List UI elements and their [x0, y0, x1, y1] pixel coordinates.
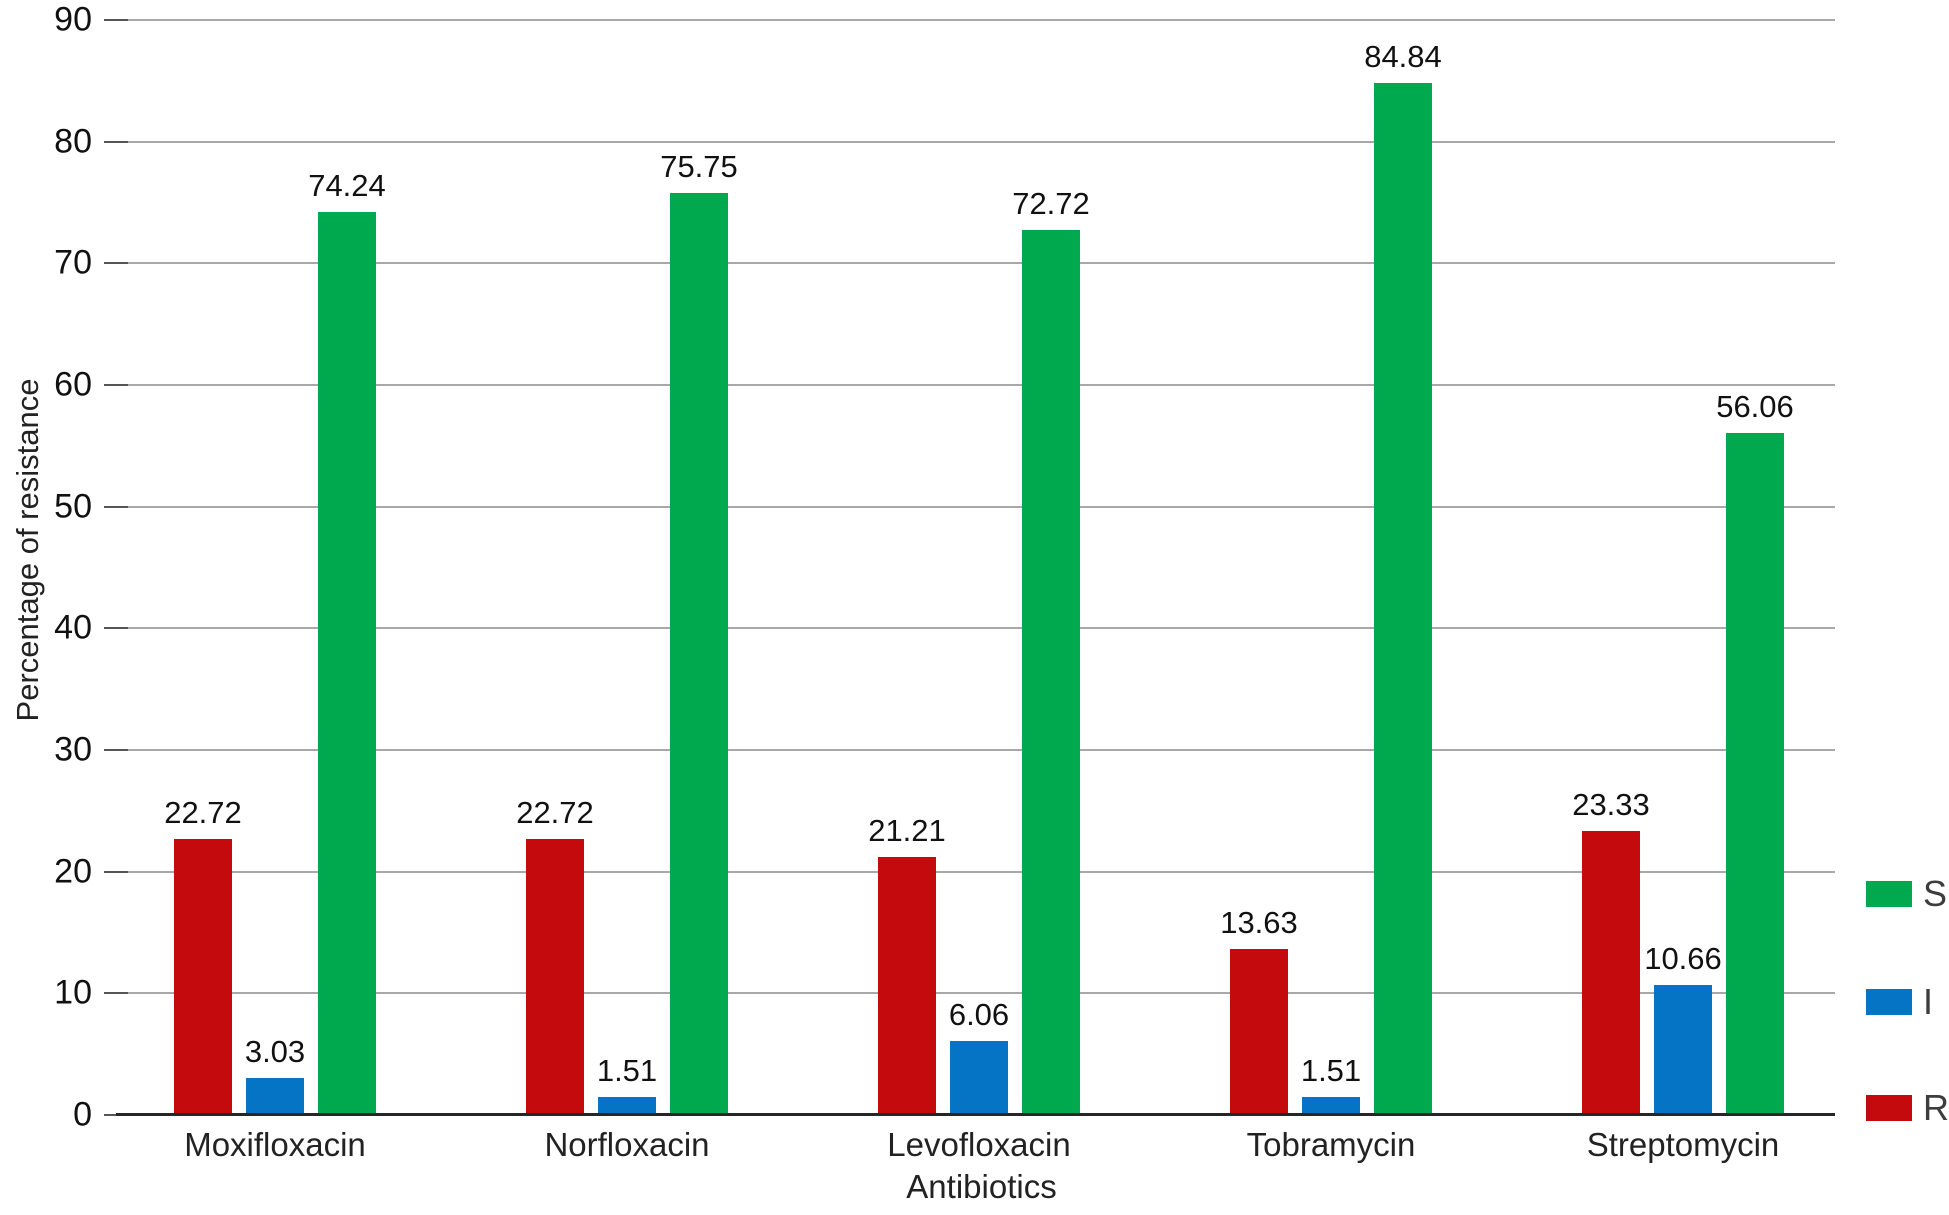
bar-value-label: 10.66: [1644, 941, 1722, 977]
y-axis-tick: [104, 262, 128, 265]
y-tick-label: 40: [54, 608, 92, 647]
y-tick-label: 30: [54, 730, 92, 769]
bar-s-levofloxacin: [1022, 230, 1080, 1115]
bar-value-label: 22.72: [516, 794, 594, 830]
bar-i-tobramycin: [1302, 1096, 1360, 1115]
x-axis-line: [116, 1113, 1835, 1116]
bar-value-label: 3.03: [244, 1034, 306, 1070]
bar-value-label: 6.06: [948, 997, 1010, 1033]
gridline: [128, 870, 1835, 873]
legend-item-i: I: [1866, 984, 1933, 1020]
category-label-norfloxacin: Norfloxacin: [544, 1126, 710, 1163]
plot-area: 0 10 20 30 40 50 60 70 80 90 22.72 3.03 74.24 Moxiflo…: [54, 0, 1835, 1163]
bar-r-streptomycin: [1582, 831, 1640, 1115]
gridline: [128, 384, 1835, 386]
y-axis-tick: [104, 992, 128, 995]
legend-label: I: [1923, 981, 1934, 1022]
y-axis-tick: [104, 627, 128, 630]
bar-i-levofloxacin: [950, 1041, 1008, 1115]
y-axis-tick: [104, 505, 128, 508]
bar-value-label: 74.24: [308, 167, 386, 203]
legend-label: S: [1923, 873, 1948, 914]
bar-r-tobramycin: [1230, 949, 1288, 1115]
x-axis-title: Antibiotics: [906, 1168, 1057, 1205]
legend-swatch-s: [1866, 881, 1912, 907]
bar-s-streptomycin: [1726, 432, 1784, 1115]
category-label-tobramycin: Tobramycin: [1246, 1126, 1416, 1163]
gridline: [128, 505, 1835, 508]
bar-value-label: 22.72: [164, 794, 242, 830]
bar-i-moxifloxacin: [246, 1078, 304, 1115]
legend-swatch-i: [1866, 989, 1912, 1015]
legend-swatch-r: [1866, 1095, 1912, 1121]
legend-label: R: [1923, 1087, 1949, 1128]
gridline: [128, 19, 1835, 21]
bar-value-label: 56.06: [1716, 388, 1794, 424]
bar-value-label: 21.21: [868, 812, 946, 848]
bar-value-label: 23.33: [1572, 787, 1650, 823]
bar-value-label: 13.63: [1220, 905, 1298, 941]
bar-value-label: 1.51: [1300, 1052, 1362, 1088]
legend: S I R: [1866, 0, 1949, 1215]
y-axis-tick: [104, 749, 128, 751]
category-label-moxifloxacin: Moxifloxacin: [184, 1126, 366, 1163]
y-tick-label: 50: [54, 487, 92, 526]
bar-r-moxifloxacin: [174, 838, 232, 1115]
category-label-levofloxacin: Levofloxacin: [887, 1126, 1071, 1163]
gridline: [128, 627, 1835, 630]
gridline: [128, 749, 1835, 751]
bar-value-label: 84.84: [1364, 38, 1442, 74]
gridline: [128, 140, 1835, 143]
y-axis-tick: [104, 140, 128, 143]
bar-i-norfloxacin: [598, 1096, 656, 1115]
bar-value-label: 1.51: [596, 1052, 658, 1088]
gridline: [128, 262, 1835, 265]
legend-item-s: S: [1866, 876, 1947, 912]
y-axis-tick: [104, 19, 128, 21]
y-axis-tick: [104, 384, 128, 386]
y-tick-label: 10: [54, 973, 92, 1012]
legend-item-r: R: [1866, 1090, 1949, 1126]
bar-r-levofloxacin: [878, 856, 936, 1115]
y-tick-label: 20: [54, 852, 92, 891]
y-tick-label: 80: [54, 122, 92, 161]
y-tick-label: 0: [73, 1095, 92, 1134]
category-label-streptomycin: Streptomycin: [1586, 1126, 1780, 1163]
y-tick-label: 90: [54, 0, 92, 39]
bar-s-norfloxacin: [670, 193, 728, 1115]
bar-value-label: 75.75: [660, 149, 738, 185]
bar-value-label: 72.72: [1012, 186, 1090, 222]
y-tick-label: 70: [54, 243, 92, 282]
gridline: [128, 992, 1835, 995]
bar-r-norfloxacin: [526, 838, 584, 1115]
y-tick-label: 60: [54, 365, 92, 404]
bar-s-tobramycin: [1374, 82, 1432, 1115]
y-axis-tick: [104, 870, 128, 873]
bar-i-streptomycin: [1654, 985, 1712, 1115]
bar-s-moxifloxacin: [318, 211, 376, 1115]
